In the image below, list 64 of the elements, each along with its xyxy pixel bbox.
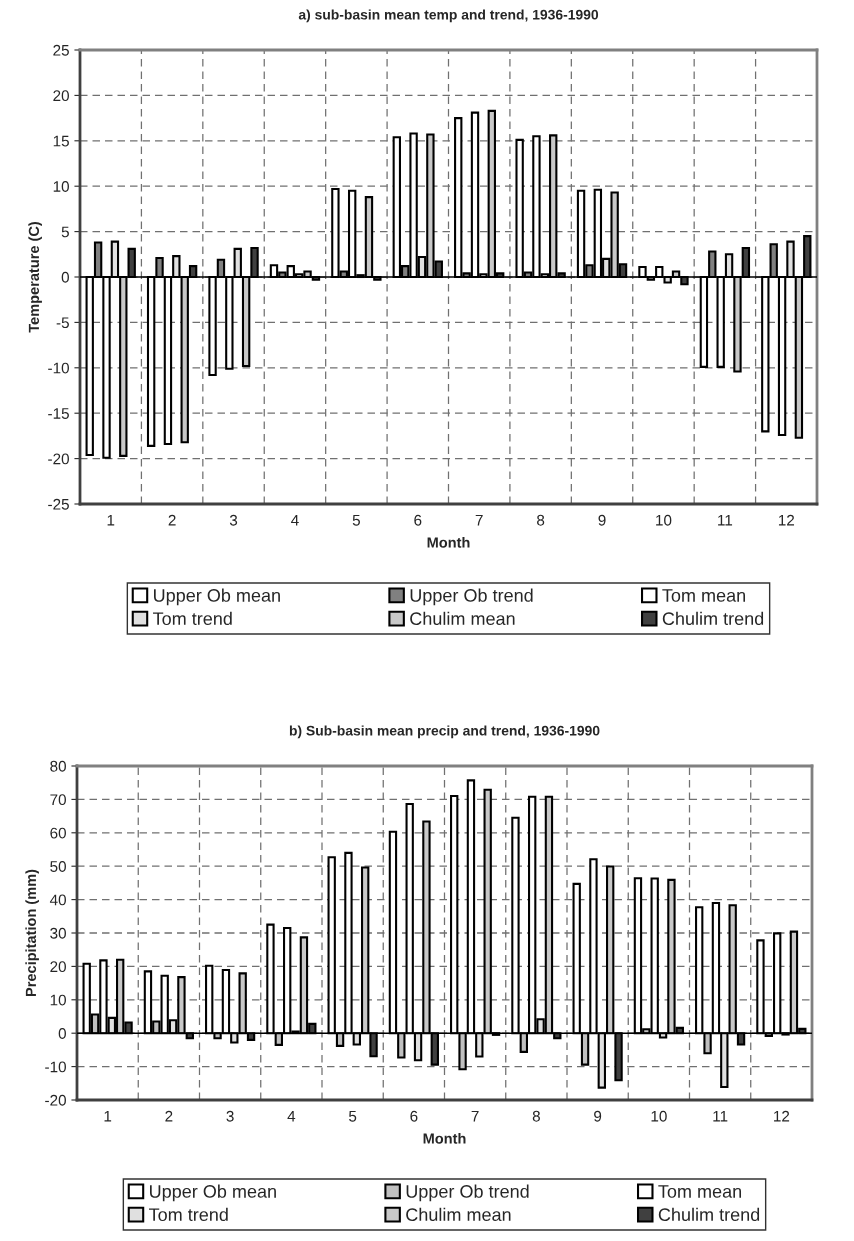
x-tick-label: 11 bbox=[718, 514, 733, 526]
y-tick-label: 20 bbox=[50, 961, 66, 973]
legend-label: Chulim trend bbox=[658, 1207, 760, 1222]
y-tick-label: -10 bbox=[48, 362, 69, 374]
y-tick-label: 10 bbox=[50, 994, 66, 1006]
x-tick-label: 1 bbox=[107, 514, 115, 526]
x-tick-label: 9 bbox=[598, 514, 606, 526]
legend-label: Tom mean bbox=[658, 1185, 742, 1198]
legend-label: Chulim mean bbox=[410, 611, 515, 626]
x-tick-label: 5 bbox=[352, 514, 360, 526]
x-tick-label: 6 bbox=[410, 1110, 418, 1122]
legend-label: Chulim mean bbox=[406, 1207, 511, 1222]
legend-label: Tom trend bbox=[153, 611, 232, 626]
y-tick-label: 50 bbox=[50, 861, 66, 872]
y-tick-label: 0 bbox=[61, 271, 69, 283]
x-tick-label: 4 bbox=[287, 1110, 296, 1122]
y-tick-label: 15 bbox=[53, 135, 69, 147]
x-tick-label: 10 bbox=[656, 514, 672, 526]
y-tick-label: -25 bbox=[48, 498, 69, 510]
y-axis-title: Precipitation (mm) bbox=[25, 869, 39, 997]
y-tick-label: 60 bbox=[50, 827, 66, 839]
x-tick-label: 12 bbox=[778, 514, 795, 526]
y-tick-label: 40 bbox=[49, 894, 66, 906]
x-tick-label: 8 bbox=[537, 514, 545, 526]
legend-label: Tom mean bbox=[662, 589, 746, 602]
x-tick-label: 11 bbox=[713, 1110, 728, 1122]
legend-label: Upper Ob mean bbox=[154, 588, 280, 606]
x-tick-label: 3 bbox=[226, 1110, 234, 1122]
x-tick-label: 7 bbox=[471, 1110, 479, 1122]
y-tick-label: -20 bbox=[45, 1094, 66, 1106]
x-tick-label: 8 bbox=[532, 1110, 540, 1122]
y-tick-label: -15 bbox=[48, 408, 69, 419]
x-tick-label: 10 bbox=[651, 1110, 667, 1122]
y-tick-label: 10 bbox=[53, 181, 69, 192]
y-tick-label: 80 bbox=[50, 760, 66, 772]
x-tick-label: 1 bbox=[104, 1110, 112, 1122]
x-tick-label: 4 bbox=[291, 514, 299, 526]
x-axis-title: Month bbox=[423, 1132, 466, 1144]
x-tick-label: 9 bbox=[594, 1110, 602, 1122]
y-tick-label: 70 bbox=[50, 794, 66, 806]
y-tick-label: 0 bbox=[58, 1028, 66, 1039]
y-tick-label: -5 bbox=[56, 317, 69, 329]
x-tick-label: 2 bbox=[168, 514, 176, 526]
legend-label: Upper Ob mean bbox=[150, 1184, 276, 1202]
x-axis-title: Month bbox=[427, 536, 470, 548]
x-tick-label: 6 bbox=[414, 514, 422, 526]
chart-title: b) Sub-basin mean precip and trend, 1936-1990 bbox=[289, 725, 600, 739]
y-tick-label: 30 bbox=[50, 927, 66, 939]
y-tick-label: 5 bbox=[61, 226, 69, 238]
y-tick-label: 25 bbox=[53, 44, 69, 56]
legend-label: Upper Ob trend bbox=[410, 588, 533, 606]
legend-label: Upper Ob trend bbox=[406, 1184, 529, 1202]
y-tick-label: -10 bbox=[45, 1061, 66, 1073]
legend-label: Tom trend bbox=[149, 1207, 228, 1222]
chart-title: a) sub-basin mean temp and trend, 1936-1990 bbox=[298, 9, 599, 23]
y-axis-title: Temperature (C) bbox=[28, 221, 42, 333]
x-tick-label: 12 bbox=[774, 1110, 790, 1122]
x-tick-label: 7 bbox=[475, 514, 483, 526]
y-tick-label: 20 bbox=[53, 90, 69, 102]
y-tick-label: -20 bbox=[48, 453, 69, 465]
x-tick-label: 2 bbox=[165, 1110, 173, 1122]
legend-label: Chulim trend bbox=[662, 611, 764, 626]
x-tick-label: 5 bbox=[348, 1110, 357, 1122]
x-tick-label: 3 bbox=[229, 514, 238, 526]
